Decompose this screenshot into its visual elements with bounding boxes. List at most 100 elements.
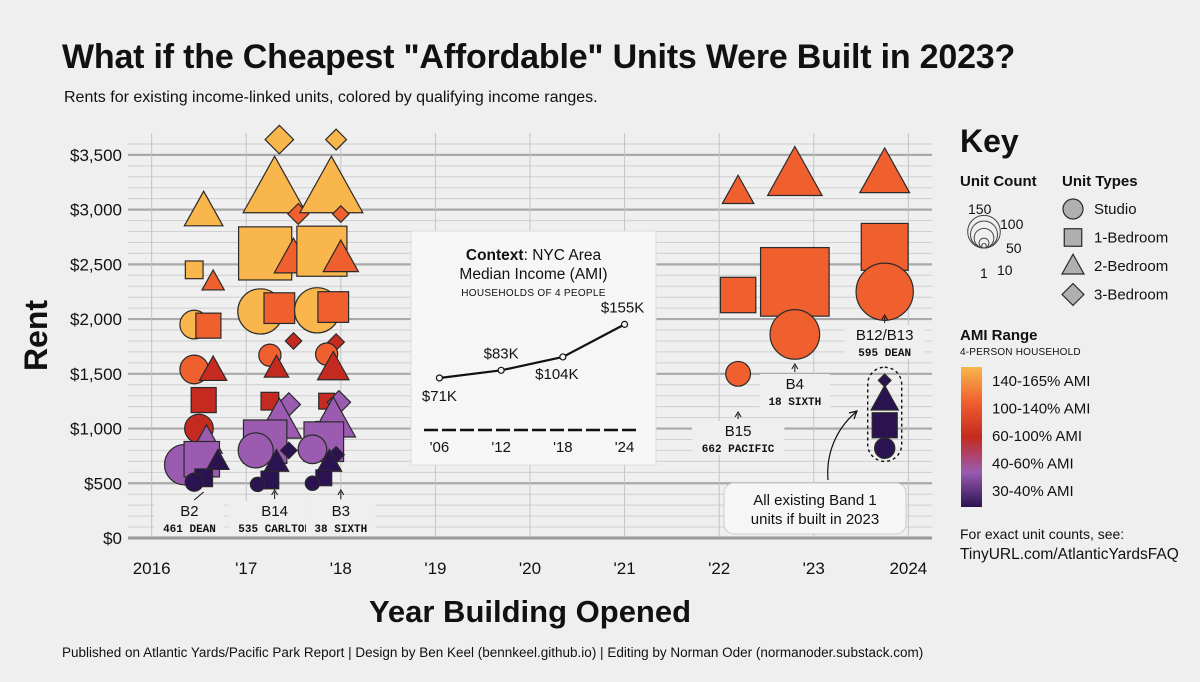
unit-marker [725,360,752,387]
inset-value-label: $155K [601,299,644,316]
inset-subtitle: HOUSEHOLDS OF 4 PEOPLE [461,288,605,299]
unit-marker [263,292,296,325]
inset-x-tick: '18 [553,439,573,456]
inset-value-label: $83K [484,345,519,362]
unit-marker [316,350,351,381]
legend-unit-type-label: 2-Bedroom [1094,258,1168,275]
y-tick-label: $3,000 [70,201,122,220]
unit-marker [855,262,914,321]
unit-marker [331,204,350,224]
building-label-bg [305,501,376,535]
inset-title-line2: Median Income (AMI) [459,266,607,283]
inset-title-rest: : NYC Area [524,247,602,264]
label-arrow-head [271,489,279,496]
unit-marker [719,276,757,314]
legend-ami-subtitle: 4-PERSON HOUSEHOLD [960,347,1081,358]
building-address: 461 DEAN [163,524,216,536]
x-tick-label: '22 [708,559,730,578]
y-tick-label: $2,000 [70,310,122,329]
legend-ami-label: 30-40% AMI [992,483,1074,500]
unit-marker [264,124,295,155]
unit-marker [184,472,204,492]
building-address: 535 CARLTON [238,524,311,536]
axis-layer: $0 $500 $1,000 $1,500 $2,000 $2,500 $3,000 $3,5… [18,146,932,629]
unit-marker [324,128,348,151]
inset-title: Context: NYC Area [466,247,602,264]
x-tick-label: '17 [235,559,257,578]
unit-marker [263,354,290,378]
leader-layer [867,366,903,463]
legend-unit-count-value: 10 [997,262,1013,278]
unit-marker [759,246,830,317]
unit-marker [284,331,303,351]
unit-marker [322,238,360,273]
inset-title-bold: Context [466,247,524,264]
chart-subtitle: Rents for existing income-linked units, … [64,89,598,106]
ami-inset: Context: NYC Area Median Income (AMI) HOUS… [410,230,657,466]
unit-marker [279,441,298,460]
legend-unit-type-marker [1060,252,1086,275]
unit-marker [870,384,900,411]
legend-size-circle [981,243,987,249]
inset-x-tick: '12 [491,439,511,456]
unit-marker [769,309,821,360]
legend-unit-type-marker [1062,198,1084,220]
y-axis-title: Rent [18,300,54,371]
points-layer [163,124,914,493]
legend-ami-label: 140-165% AMI [992,373,1090,390]
unit-marker [721,174,755,205]
building-code: B14 [261,503,288,520]
inset-panel [410,230,657,466]
callout-text-line1: All existing Band 1 [753,492,876,509]
label-arrow-head [337,489,345,496]
legend-unit-type-label: 3-Bedroom [1094,287,1168,304]
band1-callout: All existing Band 1 units if built in 202… [723,410,907,535]
unit-marker [766,145,824,197]
x-tick-label: '21 [614,559,636,578]
building-address: 595 DEAN [858,348,911,360]
x-tick-label: '23 [803,559,825,578]
legend-unit-count-value: 50 [1006,240,1022,256]
unit-marker [297,434,328,465]
chart-title: What if the Cheapest "Affordable" Units … [62,38,1016,76]
legend-unit-type-label: 1-Bedroom [1094,230,1168,247]
unit-marker [205,448,231,471]
callout-arrow-head [848,410,858,420]
building-address: 18 SIXTH [768,397,821,409]
legend-ami-title: AMI Range [960,327,1038,344]
legend-note-line2: TinyURL.com/AtlanticYardsFAQ [960,546,1179,563]
legend-unit-count-value: 100 [1000,216,1024,232]
unit-marker [860,222,909,271]
building-code: B15 [725,423,752,440]
inset-value-label: $104K [535,366,578,383]
legend-ami-label: 60-100% AMI [992,428,1082,445]
legend-ami-label: 100-140% AMI [992,401,1090,418]
legend-unit-type-label: Studio [1094,201,1137,218]
label-arrow-head [791,363,799,370]
building-label-bg [154,501,225,535]
legend-key-title: Key [960,123,1019,159]
callout-text-line2: units if built in 2023 [751,511,879,528]
unit-marker [237,432,274,469]
y-tick-label: $1,500 [70,365,122,384]
unit-marker [242,154,308,214]
unit-marker [298,154,364,214]
y-tick-label: $1,000 [70,420,122,439]
b2-arrow [193,491,204,501]
label-arrow-head [734,411,742,418]
legend-unit-type-marker [1063,228,1083,247]
x-tick-label: '19 [424,559,446,578]
callout-arrow [827,411,857,481]
building-label-bg [691,421,785,455]
building-code: B3 [332,503,350,520]
building-address: 38 SIXTH [314,524,367,536]
inset-value-label: $71K [422,388,457,405]
building-label-bg [759,374,830,408]
unit-marker [249,476,266,493]
legend-unit-types-title: Unit Types [1062,173,1138,190]
x-tick-label: '18 [330,559,352,578]
legend-unit-count-value: 150 [968,201,992,217]
building-code: B4 [786,376,804,393]
building-label-layer: B2 461 DEAN B14 535 CARLTON B3 38 SIXTH B15 662… [154,314,925,536]
